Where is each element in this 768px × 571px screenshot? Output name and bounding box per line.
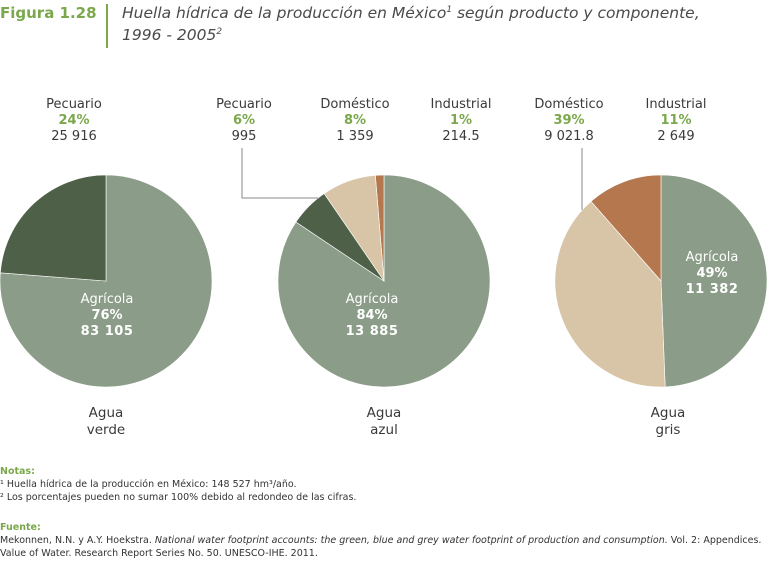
pie1-caption-line1: Agua: [88, 405, 124, 421]
source-line2: Value of Water. Research Report Series N…: [0, 548, 318, 559]
pie3-slice-domestico: [554, 201, 666, 388]
pie3-label-industrial-value: 2 649: [657, 129, 695, 144]
figure-title: Huella hídrica de la producción en Méxic…: [122, 2, 700, 46]
pie1-slice-agricola: [0, 174, 213, 388]
pie2-caption-line1: Agua: [366, 405, 402, 421]
title-footnote-1: 1: [446, 4, 453, 15]
pie2-label-domestico-percent: 8%: [343, 113, 367, 128]
title-divider: [106, 4, 108, 48]
source-line1: Mekonnen, N.N. y A.Y. Hoekstra. National…: [0, 534, 768, 547]
pie3-label-agricola-name: Agrícola: [685, 250, 739, 265]
pie3-slice-agricola: [660, 174, 768, 388]
leader-line-1: [241, 148, 318, 199]
source-work-title: National water footprint accounts: the g…: [154, 535, 668, 546]
pie1-caption-line2: verde: [86, 422, 126, 438]
pie2-label-domestico-name: Doméstico: [320, 97, 390, 112]
pie1-label-agricola-value: 83 105: [80, 324, 134, 339]
pie2-label-agricola-value: 13 885: [345, 324, 399, 339]
pie3-slice-industrial: [590, 174, 662, 282]
pie2-label-industrial-value: 214.5: [442, 129, 480, 144]
pie2-label-agricola-percent: 84%: [356, 308, 388, 323]
pie3-label-agricola-value: 11 382: [685, 282, 739, 297]
pie1-label-pecuario-percent: 24%: [58, 113, 90, 128]
pie3-label-domestico-name: Doméstico: [534, 97, 604, 112]
title-line2: 1996 - 2005: [122, 26, 217, 44]
pie1-label-agricola-percent: 76%: [91, 308, 123, 323]
source-block: Fuente: Mekonnen, N.N. y A.Y. Hoekstra. …: [0, 521, 768, 560]
notes-block: Notas: ¹ Huella hídrica de la producción…: [0, 465, 356, 504]
pie1-label-agricola-name: Agrícola: [80, 292, 134, 307]
pie2-label-industrial-name: Industrial: [430, 97, 492, 112]
pie1-label-pecuario-name: Pecuario: [46, 97, 102, 112]
note-1: ¹ Huella hídrica de la producción en Méx…: [0, 479, 297, 490]
pie3-caption-line2: gris: [655, 422, 681, 438]
title-line1-rest: según producto y componente,: [452, 4, 700, 22]
pie1-label-pecuario-value: 25 916: [51, 129, 97, 144]
pie3-caption-line1: Agua: [650, 405, 686, 421]
pie2-caption-line2: azul: [370, 422, 398, 438]
pie2-label-pecuario-percent: 6%: [232, 113, 256, 128]
pie3-label-industrial-name: Industrial: [645, 97, 707, 112]
pie2-label-pecuario-value: 995: [231, 129, 257, 144]
pie3-label-domestico-value: 9 021.8: [544, 129, 594, 144]
pie3-label-industrial-percent: 11%: [660, 113, 692, 128]
pie2-label-agricola-name: Agrícola: [345, 292, 399, 307]
title-line1: Huella hídrica de la producción en Méxic…: [122, 4, 447, 22]
source-heading: Fuente:: [0, 522, 41, 533]
pie2-slice-pecuario: [295, 193, 385, 282]
pie3-label-domestico-percent: 39%: [553, 113, 585, 128]
title-footnote-2: 2: [216, 26, 223, 37]
notes-heading: Notas:: [0, 466, 35, 477]
pie2-label-domestico-value: 1 359: [336, 129, 374, 144]
pie-charts: [0, 148, 768, 388]
pie2-label-industrial-percent: 1%: [449, 113, 473, 128]
source-volume: Vol. 2: Appendices.: [667, 535, 762, 546]
pie3-label-agricola-percent: 49%: [696, 266, 728, 281]
note-2: ² Los porcentajes pueden no sumar 100% d…: [0, 492, 357, 503]
pie2-label-pecuario-name: Pecuario: [216, 97, 272, 112]
pie1-slice-pecuario: [0, 174, 107, 282]
figure-number: Figura 1.28: [0, 4, 97, 22]
source-authors: Mekonnen, N.N. y A.Y. Hoekstra.: [0, 535, 152, 546]
